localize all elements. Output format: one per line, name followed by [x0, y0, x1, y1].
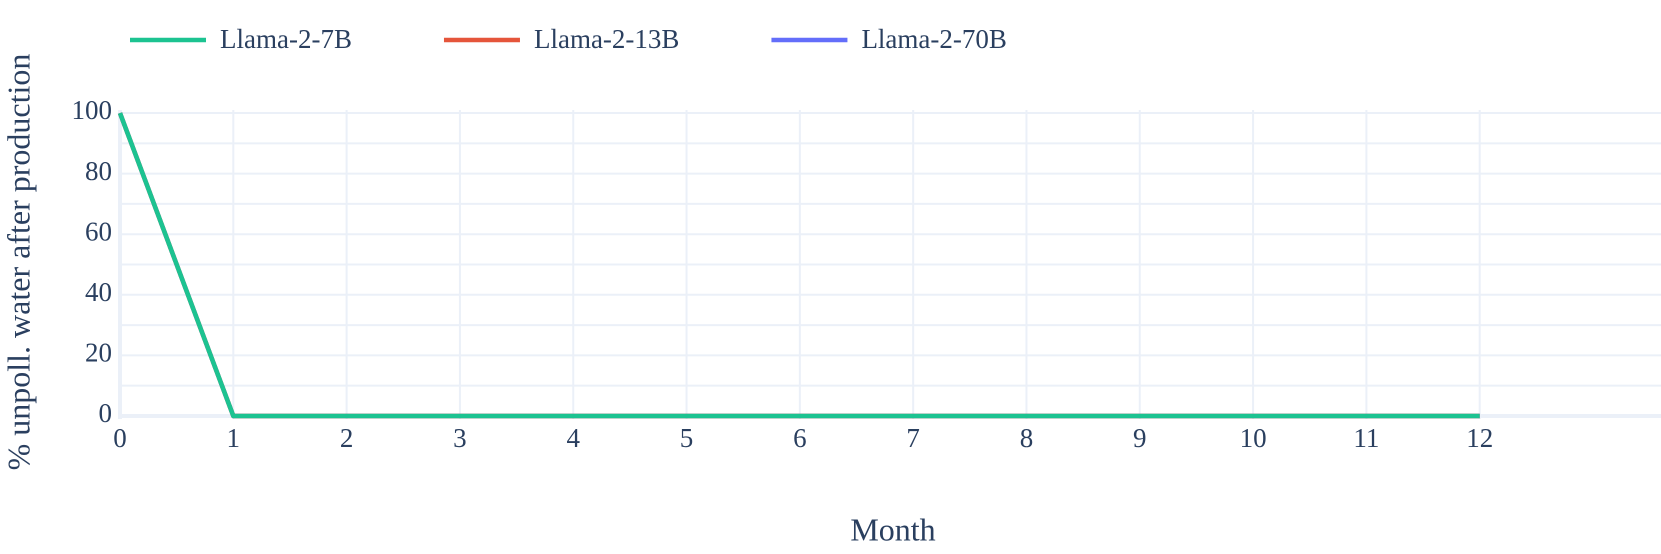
x-tick-label: 3 [453, 423, 467, 453]
x-tick-label: 1 [227, 423, 241, 453]
x-tick-label: 11 [1353, 423, 1379, 453]
x-tick-label: 9 [1133, 423, 1147, 453]
y-axis-title: % unpoll. water after production [0, 54, 36, 471]
y-tick-label: 100 [72, 95, 113, 125]
legend-label: Llama-2-7B [220, 24, 352, 54]
x-tick-label: 10 [1240, 423, 1267, 453]
x-tick-label: 0 [113, 423, 127, 453]
x-tick-label: 7 [906, 423, 920, 453]
series-line [117, 112, 1480, 419]
y-tick-label: 40 [85, 277, 112, 307]
legend-label: Llama-2-13B [534, 24, 679, 54]
legend-label: Llama-2-70B [861, 24, 1006, 54]
x-tick-label: 6 [793, 423, 807, 453]
y-tick-label: 0 [99, 398, 113, 428]
x-tick-label: 8 [1020, 423, 1034, 453]
x-axis-title: Month [850, 511, 935, 547]
x-tick-label: 4 [566, 423, 580, 453]
y-tick-label: 80 [85, 156, 112, 186]
y-tick-label: 20 [85, 338, 112, 368]
x-tick-label: 5 [680, 423, 694, 453]
x-tick-label: 2 [340, 423, 354, 453]
y-tick-label: 60 [85, 216, 112, 246]
x-tick-label: 12 [1466, 423, 1493, 453]
